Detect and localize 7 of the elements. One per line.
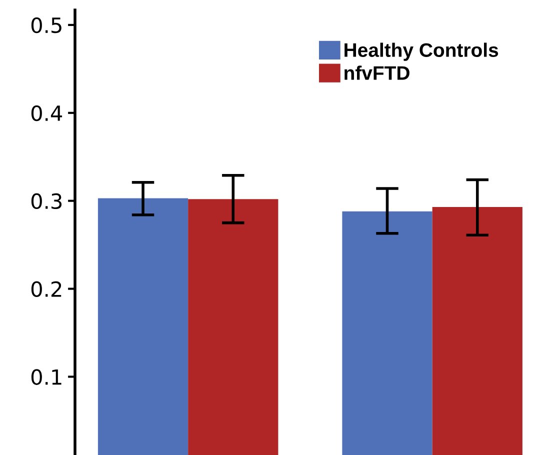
legend-label: Healthy Controls (344, 42, 498, 61)
y-tick-label: 0.2 (31, 281, 62, 297)
y-tick-label: 0.1 (31, 369, 62, 385)
y-tick-label: 0.3 (31, 193, 62, 210)
y-tick-label: 0.4 (31, 105, 62, 122)
legend-label: nfvFTD (344, 66, 410, 80)
y-tick-label: 0.5 (31, 17, 62, 34)
